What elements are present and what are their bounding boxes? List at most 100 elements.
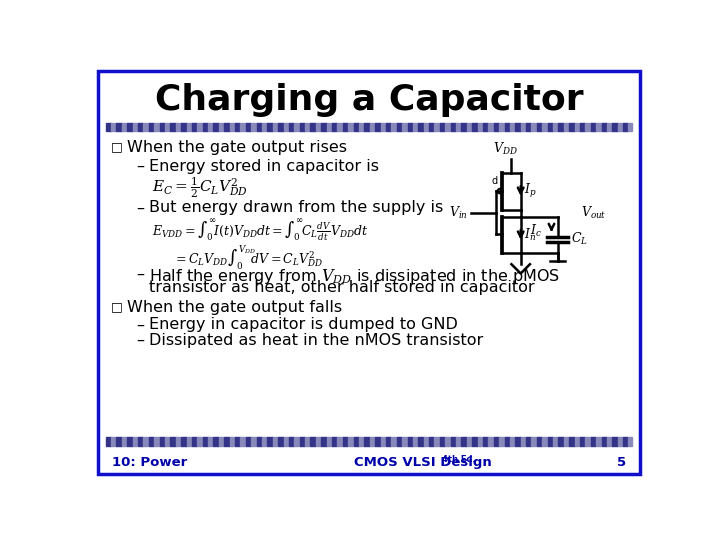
- Bar: [429, 437, 434, 446]
- Bar: [117, 123, 122, 131]
- Bar: [256, 437, 262, 446]
- Bar: [203, 437, 208, 446]
- Bar: [213, 123, 219, 131]
- Text: –: –: [137, 267, 145, 281]
- Bar: [300, 437, 305, 446]
- Bar: [370, 437, 375, 446]
- Bar: [596, 437, 601, 446]
- Bar: [575, 123, 580, 131]
- Bar: [601, 123, 607, 131]
- Text: 4th Ed.: 4th Ed.: [442, 455, 476, 463]
- Bar: [467, 437, 472, 446]
- Bar: [154, 123, 160, 131]
- Bar: [570, 123, 575, 131]
- Bar: [111, 123, 117, 131]
- Bar: [472, 123, 477, 131]
- Bar: [117, 437, 122, 446]
- Bar: [575, 437, 580, 446]
- Bar: [402, 123, 408, 131]
- Text: □: □: [111, 300, 123, 313]
- Bar: [392, 123, 397, 131]
- Text: $I_p$: $I_p$: [523, 182, 536, 200]
- Bar: [462, 437, 467, 446]
- Bar: [397, 437, 402, 446]
- Text: $C_L$: $C_L$: [571, 231, 588, 247]
- Bar: [462, 123, 467, 131]
- Bar: [284, 123, 289, 131]
- Bar: [488, 437, 494, 446]
- Bar: [585, 437, 590, 446]
- Text: When the gate output falls: When the gate output falls: [127, 300, 342, 315]
- Bar: [553, 123, 559, 131]
- Bar: [531, 123, 537, 131]
- Bar: [138, 123, 143, 131]
- Text: $V_{DD}$: $V_{DD}$: [493, 141, 518, 157]
- Bar: [451, 123, 456, 131]
- Bar: [618, 123, 623, 131]
- Bar: [375, 123, 381, 131]
- Text: $V_{in}$: $V_{in}$: [449, 205, 467, 221]
- Bar: [570, 437, 575, 446]
- Bar: [171, 437, 176, 446]
- Bar: [456, 123, 462, 131]
- Text: –: –: [137, 200, 145, 215]
- Bar: [381, 123, 386, 131]
- Bar: [548, 437, 553, 446]
- Bar: [143, 123, 149, 131]
- Bar: [106, 123, 111, 131]
- Bar: [251, 437, 256, 446]
- Bar: [305, 437, 310, 446]
- Bar: [564, 437, 570, 446]
- Bar: [521, 123, 526, 131]
- Text: 10: Power: 10: Power: [112, 456, 187, 469]
- Bar: [310, 123, 316, 131]
- Bar: [499, 123, 505, 131]
- Text: $= C_L V_{DD} \int_0^{V_{DD}}\!\! dV = C_L V_{DD}^2$: $= C_L V_{DD} \int_0^{V_{DD}}\!\! dV = C…: [173, 244, 323, 272]
- Bar: [171, 123, 176, 131]
- Bar: [149, 123, 154, 131]
- Bar: [127, 123, 132, 131]
- Text: $I_n$: $I_n$: [523, 227, 536, 243]
- Bar: [526, 123, 531, 131]
- Bar: [338, 437, 343, 446]
- Bar: [423, 123, 429, 131]
- Bar: [230, 123, 235, 131]
- Bar: [516, 437, 521, 446]
- Bar: [623, 123, 629, 131]
- Bar: [553, 437, 559, 446]
- Bar: [165, 437, 171, 446]
- Bar: [208, 123, 213, 131]
- Bar: [381, 437, 386, 446]
- Bar: [359, 437, 364, 446]
- Bar: [354, 437, 359, 446]
- Bar: [310, 437, 316, 446]
- Bar: [375, 437, 381, 446]
- Bar: [132, 123, 138, 131]
- Bar: [262, 123, 267, 131]
- Bar: [327, 437, 332, 446]
- Bar: [176, 123, 181, 131]
- Text: $E_{VDD} = \int_0^\infty\! I(t)V_{DD}dt = \int_0^\infty\! C_L \frac{dV}{dt} V_{D: $E_{VDD} = \int_0^\infty\! I(t)V_{DD}dt …: [152, 217, 369, 243]
- Bar: [408, 123, 413, 131]
- Bar: [386, 123, 392, 131]
- Text: –: –: [137, 333, 145, 348]
- Bar: [251, 123, 256, 131]
- Bar: [186, 123, 192, 131]
- Bar: [230, 437, 235, 446]
- Bar: [122, 437, 127, 446]
- Text: transistor as heat, other half stored in capacitor: transistor as heat, other half stored in…: [149, 280, 534, 295]
- Bar: [440, 123, 445, 131]
- Bar: [273, 123, 278, 131]
- Bar: [542, 123, 548, 131]
- Bar: [160, 123, 165, 131]
- Bar: [122, 123, 127, 131]
- Bar: [343, 123, 348, 131]
- Text: Energy in capacitor is dumped to GND: Energy in capacitor is dumped to GND: [149, 318, 458, 332]
- Bar: [413, 437, 418, 446]
- Bar: [208, 437, 213, 446]
- Bar: [106, 437, 111, 446]
- Bar: [186, 437, 192, 446]
- Bar: [197, 123, 203, 131]
- Bar: [483, 437, 488, 446]
- Bar: [596, 123, 601, 131]
